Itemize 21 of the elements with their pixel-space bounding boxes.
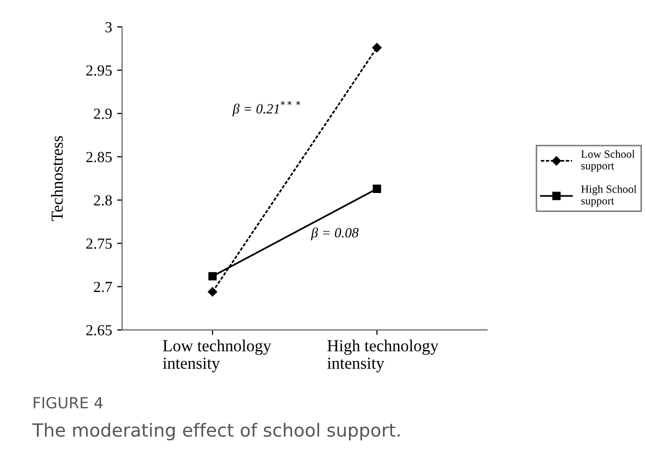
y-tick-label: 2.65: [86, 325, 112, 336]
point: [372, 184, 382, 193]
annotation: β = 0.21$^{***}$: [232, 100, 300, 116]
annotation: β = 0.08: [310, 228, 359, 240]
y-axis-title: Technostress: [51, 136, 63, 222]
point: [372, 43, 382, 52]
legend-label: High School support: [581, 185, 637, 207]
legend-label: Low School support: [581, 150, 635, 172]
point: [208, 287, 218, 296]
x-tick-label: Low technology intensity: [162, 340, 272, 372]
y-tick-label: 3: [105, 22, 112, 32]
y-tick-label: 2.75: [86, 238, 112, 249]
text: The moderating effect of school support.: [32, 422, 400, 440]
y-tick-label: 2.8: [94, 195, 112, 206]
y-tick-label: 2.7: [94, 282, 112, 292]
y-tick-label: 2.9: [94, 108, 112, 119]
y-tick-label: 2.95: [86, 65, 112, 76]
x-tick-label: High technology intensity: [327, 340, 438, 372]
point: [208, 272, 217, 280]
y-tick-label: 2.85: [86, 152, 112, 162]
caption: FIGURE 4: [34, 396, 103, 408]
